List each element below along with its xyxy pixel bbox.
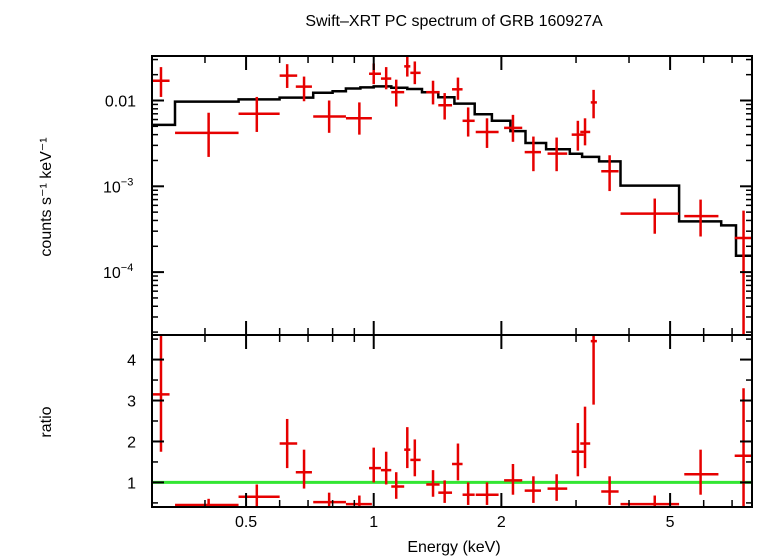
- spectrum-point-20: [547, 137, 568, 172]
- spectrum-point-4: [279, 64, 298, 88]
- spectrum-point-23: [590, 89, 597, 119]
- ratio-point-24: [601, 476, 619, 505]
- ratio-point-21: [571, 423, 584, 477]
- ratio-y-axis-label: ratio: [38, 406, 55, 437]
- ratio-point-5: [295, 449, 312, 489]
- ratio-point-12: [410, 439, 421, 477]
- spectrum-data-points: [152, 56, 752, 335]
- ratio-y-tick-label: 4: [127, 353, 136, 370]
- spectrum-point-10: [391, 79, 405, 107]
- x-tick-label: 2: [497, 514, 506, 531]
- spectrum-point-11: [404, 56, 411, 77]
- spectrum-point-2: [175, 112, 239, 157]
- ratio-point-17: [475, 482, 499, 505]
- ratio-point-18: [504, 464, 523, 495]
- ratio-point-14: [438, 480, 453, 503]
- ratio-point-1: [152, 335, 170, 452]
- ratio-point-16: [462, 482, 475, 505]
- spectrum-point-6: [313, 100, 346, 133]
- ratio-point-6: [313, 492, 346, 507]
- chart-title: Swift–XRT PC spectrum of GRB 160927A: [305, 13, 603, 30]
- ratio-point-2: [175, 498, 239, 507]
- spectrum-y-axis-label: counts s⁻¹ keV⁻¹: [38, 137, 55, 256]
- ratio-y-ticks: 1 2 3 4: [127, 338, 752, 504]
- y-tick-exponent: −4: [121, 262, 134, 274]
- ratio-y-tick-label: 1: [127, 475, 136, 492]
- ratio-point-13: [426, 470, 440, 497]
- spectrum-point-1: [152, 67, 170, 97]
- ratio-point-26: [684, 449, 719, 495]
- spectrum-point-24: [601, 155, 619, 192]
- spectrum-point-9: [380, 67, 392, 90]
- spectrum-point-26: [684, 199, 719, 237]
- spectrum-point-15: [452, 77, 463, 100]
- ratio-point-15: [452, 443, 463, 481]
- spectrum-point-16: [462, 107, 475, 137]
- ratio-point-9: [380, 451, 392, 485]
- ratio-point-10: [391, 472, 405, 499]
- ratio-point-8: [369, 447, 381, 483]
- spectrum-point-3: [238, 96, 280, 132]
- spectrum-point-18: [504, 114, 523, 142]
- ratio-point-7: [345, 495, 372, 507]
- spectrum-point-5: [295, 76, 312, 102]
- ratio-y-tick-label: 3: [127, 394, 136, 411]
- ratio-point-23: [590, 335, 597, 405]
- spectrum-point-17: [475, 118, 499, 148]
- spectrum-point-12: [410, 61, 421, 85]
- spectrum-point-25: [620, 198, 680, 234]
- ratio-point-22: [580, 406, 591, 469]
- spectrum-point-21: [571, 120, 584, 151]
- ratio-point-11: [404, 427, 411, 469]
- spectrum-point-22: [580, 118, 591, 146]
- spectrum-point-13: [426, 80, 440, 105]
- ratio-point-4: [279, 418, 298, 469]
- x-tick-label: 0.5: [235, 514, 257, 531]
- ratio-point-20: [547, 474, 568, 501]
- x-tick-label: 1: [369, 514, 378, 531]
- x-tick-label: 5: [666, 514, 675, 531]
- spectrum-point-7: [345, 102, 372, 135]
- y-tick-exponent: −3: [121, 176, 134, 188]
- ratio-x-ticks: 0.5 1 2 5: [151, 335, 733, 531]
- ratio-plot-frame: [151, 334, 753, 508]
- x-axis-label: Energy (keV): [407, 539, 500, 556]
- ratio-panel: 1 2 3 4 0.5 1 2 5 ratio Energy (keV): [38, 334, 753, 556]
- y-tick-label: 0.01: [105, 93, 136, 110]
- spectrum-point-14: [438, 93, 453, 120]
- ratio-y-tick-label: 2: [127, 434, 136, 451]
- spectrum-point-19: [524, 136, 541, 172]
- ratio-point-27: [734, 388, 752, 507]
- ratio-point-19: [524, 476, 541, 503]
